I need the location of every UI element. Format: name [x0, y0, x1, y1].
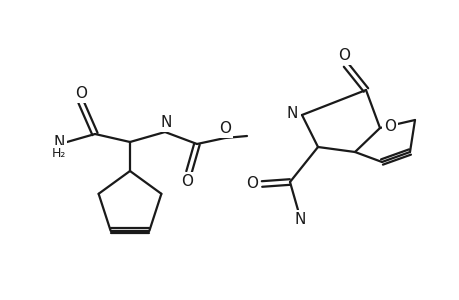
Text: O: O	[180, 175, 193, 190]
Text: O: O	[383, 118, 395, 134]
Text: O: O	[337, 47, 349, 62]
Text: N: N	[285, 106, 297, 121]
Text: O: O	[246, 176, 257, 191]
Text: O: O	[218, 121, 230, 136]
Text: O: O	[75, 85, 87, 100]
Text: N: N	[53, 134, 65, 149]
Text: N: N	[294, 212, 305, 227]
Text: H₂: H₂	[52, 146, 66, 160]
Text: N: N	[160, 115, 171, 130]
